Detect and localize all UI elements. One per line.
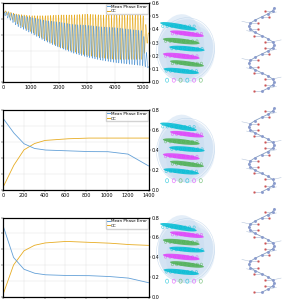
Ellipse shape <box>163 138 200 145</box>
Ellipse shape <box>164 269 199 275</box>
Ellipse shape <box>158 215 204 282</box>
Ellipse shape <box>158 14 204 81</box>
Ellipse shape <box>166 126 215 183</box>
Ellipse shape <box>158 19 213 80</box>
Ellipse shape <box>163 38 200 44</box>
Ellipse shape <box>166 226 215 284</box>
Ellipse shape <box>169 146 205 152</box>
Ellipse shape <box>170 131 204 137</box>
Ellipse shape <box>170 30 204 37</box>
Ellipse shape <box>166 26 215 83</box>
Ellipse shape <box>169 46 205 52</box>
Legend: Mean Phase Error, CC: Mean Phase Error, CC <box>106 111 148 122</box>
Ellipse shape <box>170 231 204 238</box>
Ellipse shape <box>158 120 213 180</box>
Ellipse shape <box>158 220 213 281</box>
Legend: Mean Phase Error, CC: Mean Phase Error, CC <box>106 218 148 229</box>
Ellipse shape <box>163 239 200 245</box>
Ellipse shape <box>170 261 204 268</box>
Ellipse shape <box>163 153 200 160</box>
Ellipse shape <box>164 168 199 175</box>
Ellipse shape <box>164 68 199 74</box>
Ellipse shape <box>160 22 197 31</box>
Ellipse shape <box>160 122 197 131</box>
Ellipse shape <box>169 247 205 253</box>
Ellipse shape <box>170 161 204 167</box>
Ellipse shape <box>160 223 197 231</box>
Ellipse shape <box>163 53 200 59</box>
Ellipse shape <box>158 115 204 182</box>
Ellipse shape <box>163 254 200 260</box>
Legend: Mean Phase Error, CC: Mean Phase Error, CC <box>106 4 148 14</box>
Ellipse shape <box>170 60 204 67</box>
